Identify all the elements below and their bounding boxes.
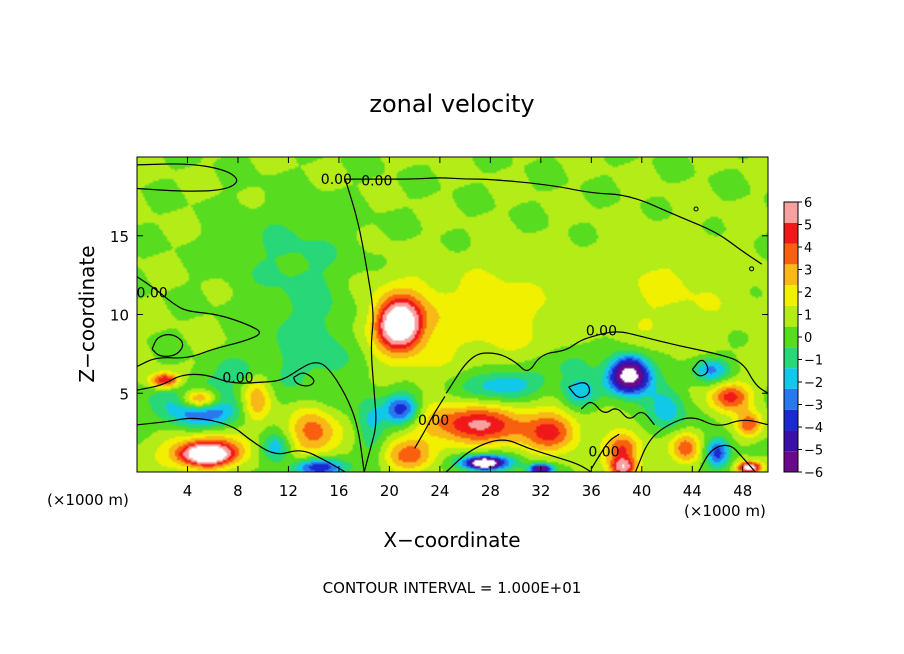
contour-marker	[693, 206, 699, 212]
contour-line	[151, 333, 184, 357]
contour-line	[691, 359, 709, 377]
x-tick-label: 36	[582, 482, 601, 500]
contour-line	[344, 178, 377, 472]
colorbar-tick-label: 4	[804, 241, 812, 256]
colorbar-swatch	[784, 326, 798, 348]
y-axis-ticks: 5 10 15	[110, 228, 768, 403]
colorbar-swatch	[784, 222, 798, 244]
x-tick-label: 16	[329, 482, 348, 500]
contour-label: 0.00	[321, 172, 352, 188]
x-tick-label: 32	[531, 482, 550, 500]
colorbar-swatch	[784, 368, 798, 389]
contour-marker	[749, 266, 755, 272]
colorbar-tick-label: 3	[804, 264, 812, 279]
contour-line	[137, 276, 260, 368]
contour-line	[698, 444, 756, 472]
contour-label: 0.00	[586, 323, 617, 339]
x-tick-label: 4	[183, 482, 193, 500]
colorbar-swatch	[784, 430, 798, 452]
contour-label: 0.00	[137, 285, 168, 301]
contour-label: 0.00	[418, 413, 449, 429]
x-tick-label: 40	[632, 482, 651, 500]
x-axis-ticks: 4 8 12 16 20 24 28 32 36 40 44 48	[183, 157, 752, 500]
contour-line	[137, 362, 365, 472]
colorbar-swatch	[784, 305, 798, 327]
contour-line	[580, 401, 655, 426]
contour-line	[414, 396, 446, 449]
colorbar-tick-label: −4	[804, 421, 823, 436]
chart-title: zonal velocity	[369, 90, 534, 118]
contour-interval-note: CONTOUR INTERVAL = 1.000E+01	[323, 579, 582, 597]
x-tick-label: 8	[233, 482, 243, 500]
contour-line	[568, 382, 591, 399]
colorbar-tick-label: −3	[804, 399, 823, 414]
colorbar-swatch	[784, 388, 798, 410]
colorbar-tick-label: −2	[804, 376, 823, 391]
contour-label: 0.00	[588, 445, 619, 461]
colorbar-swatch	[784, 347, 798, 369]
y-tick-label: 5	[119, 385, 129, 403]
contour-line	[590, 433, 620, 470]
colorbar-swatch	[784, 409, 798, 431]
contour-line	[445, 439, 592, 472]
contour-line	[137, 417, 346, 472]
contour-lines	[137, 163, 768, 472]
x-tick-label: 20	[380, 482, 399, 500]
contour-line	[445, 331, 768, 394]
contour-line	[345, 177, 763, 265]
colorbar-swatch	[784, 264, 798, 286]
colorbar-swatch	[784, 202, 798, 223]
contour-labels: 0.00 0.00 0.00 0.00 0.00 0.00 0.00	[137, 172, 620, 460]
x-tick-label: 24	[430, 482, 449, 500]
contour-line	[634, 417, 768, 472]
x-tick-label: 44	[683, 482, 702, 500]
y-axis-label: Z−coordinate	[75, 245, 99, 382]
x-axis-label: X−coordinate	[383, 528, 520, 552]
contour-label: 0.00	[222, 371, 253, 387]
y-tick-label: 10	[110, 307, 129, 325]
x-tick-label: 48	[733, 482, 752, 500]
colorbar-tick-label: 0	[804, 331, 812, 346]
colorbar-tick-label: −5	[804, 444, 823, 459]
colorbar-tick-label: 6	[804, 196, 812, 211]
contour-line	[137, 163, 238, 192]
colorbar-swatch	[784, 285, 798, 306]
x-tick-label: 12	[279, 482, 298, 500]
colorbar-tick-label: 5	[804, 219, 812, 234]
colorbar-tick-label: −6	[804, 466, 823, 481]
x-unit-left: (×1000 m)	[47, 491, 129, 509]
x-unit-right: (×1000 m)	[684, 502, 766, 520]
colorbar-swatch	[784, 243, 798, 265]
heatmap-field	[137, 157, 768, 472]
colorbar-tick-label: 2	[804, 286, 812, 301]
colorbar-tick-label: 1	[804, 309, 812, 324]
contour-line	[292, 372, 315, 387]
x-tick-label: 28	[481, 482, 500, 500]
y-tick-label: 15	[110, 228, 129, 246]
contour-label: 0.00	[361, 174, 392, 190]
colorbar-swatch	[784, 451, 798, 472]
colorbar-tick-label: −1	[804, 354, 823, 369]
colorbar: 6 5 4 3 2 1 0 −1 −2 −3 −4 −5 −6	[783, 196, 823, 481]
